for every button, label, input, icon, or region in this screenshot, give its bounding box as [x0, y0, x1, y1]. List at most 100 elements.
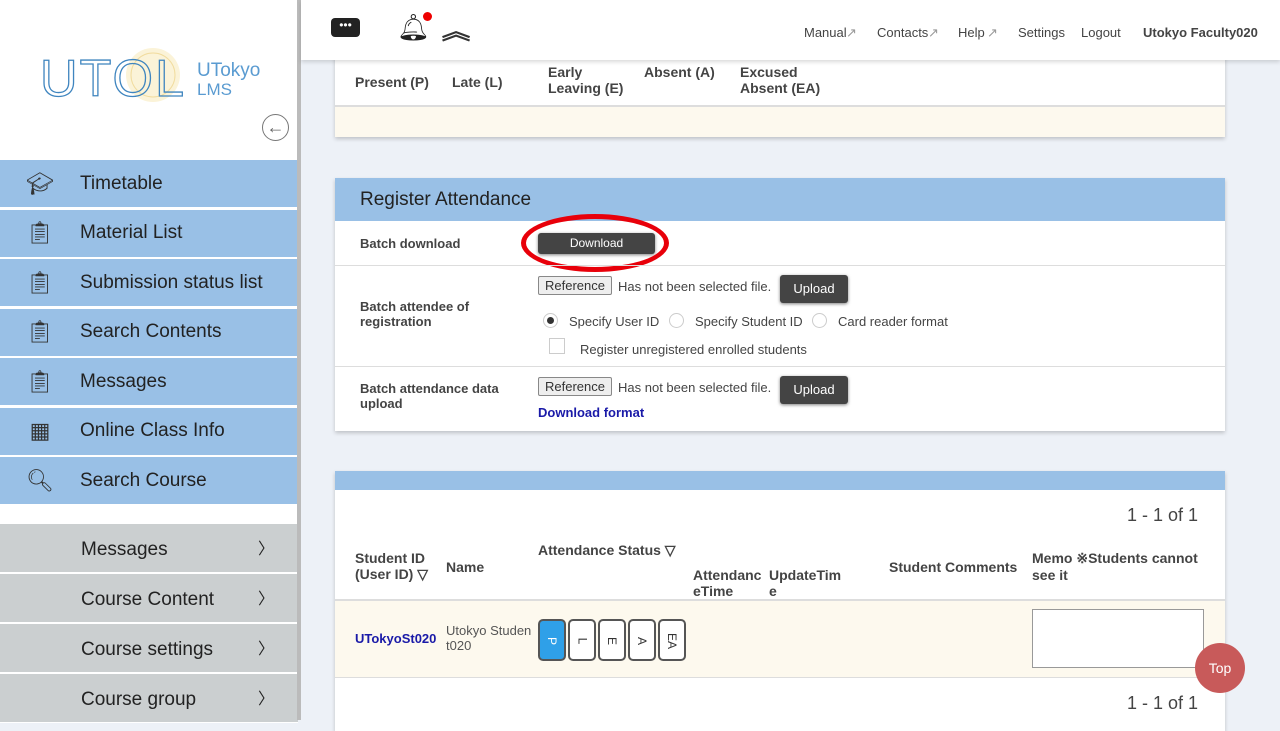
radio-user-id[interactable] [543, 313, 558, 328]
annotation-circle [521, 214, 669, 272]
file-status-2: Has not been selected file. [618, 380, 772, 395]
col-attendance-status[interactable]: Attendance Status ▽ [538, 542, 676, 558]
svg-text:UTOL: UTOL [40, 50, 188, 108]
course-menu-label: Messages [81, 539, 168, 560]
student-list-panel: 1 - 1 of 1 Student ID (User ID) ▽ Name A… [335, 471, 1225, 731]
radio-card-reader-label: Card reader format [838, 314, 948, 329]
reference-button-2[interactable]: Reference [538, 377, 612, 396]
download-format-link[interactable]: Download format [538, 405, 645, 420]
memo-input[interactable] [1032, 609, 1204, 668]
search-icon: 🔍︎ [26, 467, 54, 493]
sidebar-item-timetable[interactable]: 🎓︎ Timetable [0, 160, 298, 208]
course-menu-course-content[interactable]: Course Content 〉 [0, 574, 298, 623]
user-name[interactable]: Utokyo Faculty020 [1143, 25, 1258, 40]
external-link-icon: ↗ [987, 25, 998, 40]
messages-icon[interactable]: ••• [331, 18, 360, 37]
external-link-icon: ↗ [928, 25, 939, 40]
col-update-time: UpdateTime [769, 567, 842, 599]
header: ••• 🔔︎ ︽ Manual ↗ Contacts ↗ Help ↗ Setting… [301, 0, 1280, 60]
utol-logo: UTOL UTokyo LMS [40, 48, 260, 108]
sidebar-item-label: Messages [80, 370, 167, 392]
summary-header: Present (P) [355, 74, 429, 90]
panel-title: Register Attendance [335, 178, 1225, 221]
manual-link[interactable]: Manual [804, 25, 847, 40]
sidebar-item-label: Search Contents [80, 321, 222, 342]
table-row: UTokyoSt020 Utokyo Student020 P L E A EA [335, 599, 1225, 678]
notification-dot-icon [423, 12, 432, 21]
attendance-summary: Present (P)1Late (L)0Early Leaving (E)0A… [335, 55, 1225, 137]
collapse-sidebar-button[interactable]: ← [262, 114, 289, 141]
scroll-up-icon[interactable]: ︽ [441, 19, 471, 44]
status-button-ea[interactable]: EA [658, 619, 686, 661]
sidebar-item-search-contents[interactable]: 📋︎ Search Contents [0, 308, 298, 357]
pagination-count-bottom: 1 - 1 of 1 [1126, 693, 1198, 713]
sidebar-scrollbar[interactable] [297, 0, 301, 720]
upload-button-2[interactable]: Upload [780, 376, 848, 404]
course-menu-messages[interactable]: Messages 〉 [0, 524, 298, 573]
batch-download-label: Batch download [360, 236, 461, 251]
svg-text:LMS: LMS [197, 80, 232, 99]
clipboard-icon: 📋︎ [26, 368, 54, 394]
batch-upload-label: Batch attendance data upload [360, 381, 499, 411]
external-link-icon: ↗ [846, 25, 857, 40]
sidebar-item-submission-status-list[interactable]: 📋︎ Submission status list [0, 259, 298, 307]
col-name: Name [446, 559, 485, 575]
status-button-p[interactable]: P [538, 619, 566, 661]
graduation-cap-icon: 🎓︎ [26, 170, 54, 196]
summary-header: Excused Absent (EA) [740, 64, 821, 96]
pagination-count: 1 - 1 of 1 [1126, 505, 1198, 525]
reference-button[interactable]: Reference [538, 276, 612, 295]
sidebar-item-online-class-info[interactable]: ▦ Online Class Info [0, 407, 298, 456]
sidebar-item-messages[interactable]: 📋︎ Messages [0, 358, 298, 406]
upload-button[interactable]: Upload [780, 275, 848, 303]
register-attendance-panel: Register Attendance Batch download Downl… [335, 178, 1225, 431]
clipboard-icon: 📋︎ [26, 220, 54, 245]
chevron-right-icon: 〉 [257, 541, 274, 558]
grid-icon: ▦ [29, 418, 51, 443]
status-button-a[interactable]: A [628, 619, 656, 661]
radio-user-id-label: Specify User ID [569, 314, 660, 329]
student-name: Utokyo Student020 [446, 623, 532, 653]
sidebar-item-search-course[interactable]: 🔍︎ Search Course [0, 457, 298, 505]
sidebar: UTOL UTokyo LMS ← 🎓︎ Timetable 📋︎ Material … [0, 0, 298, 723]
chevron-right-icon: 〉 [257, 641, 274, 658]
chevron-right-icon: 〉 [257, 591, 274, 608]
register-unenrolled-checkbox[interactable] [549, 338, 565, 354]
sidebar-item-label: Material List [80, 222, 183, 243]
checkbox-label: Register unregistered enrolled students [580, 342, 807, 357]
course-menu-course-settings[interactable]: Course settings 〉 [0, 624, 298, 673]
col-attendance-time: AttendanceTime [693, 567, 762, 599]
radio-student-id[interactable] [669, 313, 684, 328]
file-status: Has not been selected file. [618, 279, 772, 294]
svg-text:UTokyo: UTokyo [197, 60, 260, 81]
sidebar-item-label: Timetable [80, 172, 163, 194]
help-link[interactable]: Help [958, 25, 985, 40]
course-menu-label: Course group [81, 689, 197, 710]
col-student-comments: Student Comments [889, 559, 1018, 575]
clipboard-icon: 📋︎ [26, 319, 54, 344]
chevron-right-icon: 〉 [257, 691, 274, 708]
clipboard-icon: 📋︎ [26, 269, 54, 295]
course-menu-label: Course settings [81, 639, 214, 660]
summary-header: Late (L) [452, 74, 503, 90]
sidebar-item-label: Search Course [80, 469, 207, 491]
col-memo: Memo ※Students cannot see it [1032, 550, 1198, 583]
top-button[interactable]: Top [1195, 643, 1245, 693]
sidebar-item-material-list[interactable]: 📋︎ Material List [0, 209, 298, 258]
student-id-link[interactable]: UTokyoSt020 [355, 631, 437, 646]
contacts-link[interactable]: Contacts [877, 25, 929, 40]
course-menu-label: Course Content [81, 589, 215, 610]
summary-header: Early Leaving (E) [548, 64, 624, 96]
col-student-id[interactable]: Student ID (User ID) ▽ [355, 550, 429, 582]
logout-link[interactable]: Logout [1081, 25, 1121, 40]
summary-header: Absent (A) [644, 64, 715, 80]
settings-link[interactable]: Settings [1018, 25, 1065, 40]
status-button-l[interactable]: L [568, 619, 596, 661]
course-menu-course-group[interactable]: Course group 〉 [0, 674, 298, 723]
radio-card-reader[interactable] [812, 313, 827, 328]
sidebar-item-label: Submission status list [80, 271, 263, 293]
sidebar-item-label: Online Class Info [80, 420, 225, 441]
radio-student-id-label: Specify Student ID [695, 314, 803, 329]
batch-attendee-label: Batch attendee of registration [360, 299, 470, 329]
status-button-e[interactable]: E [598, 619, 626, 661]
